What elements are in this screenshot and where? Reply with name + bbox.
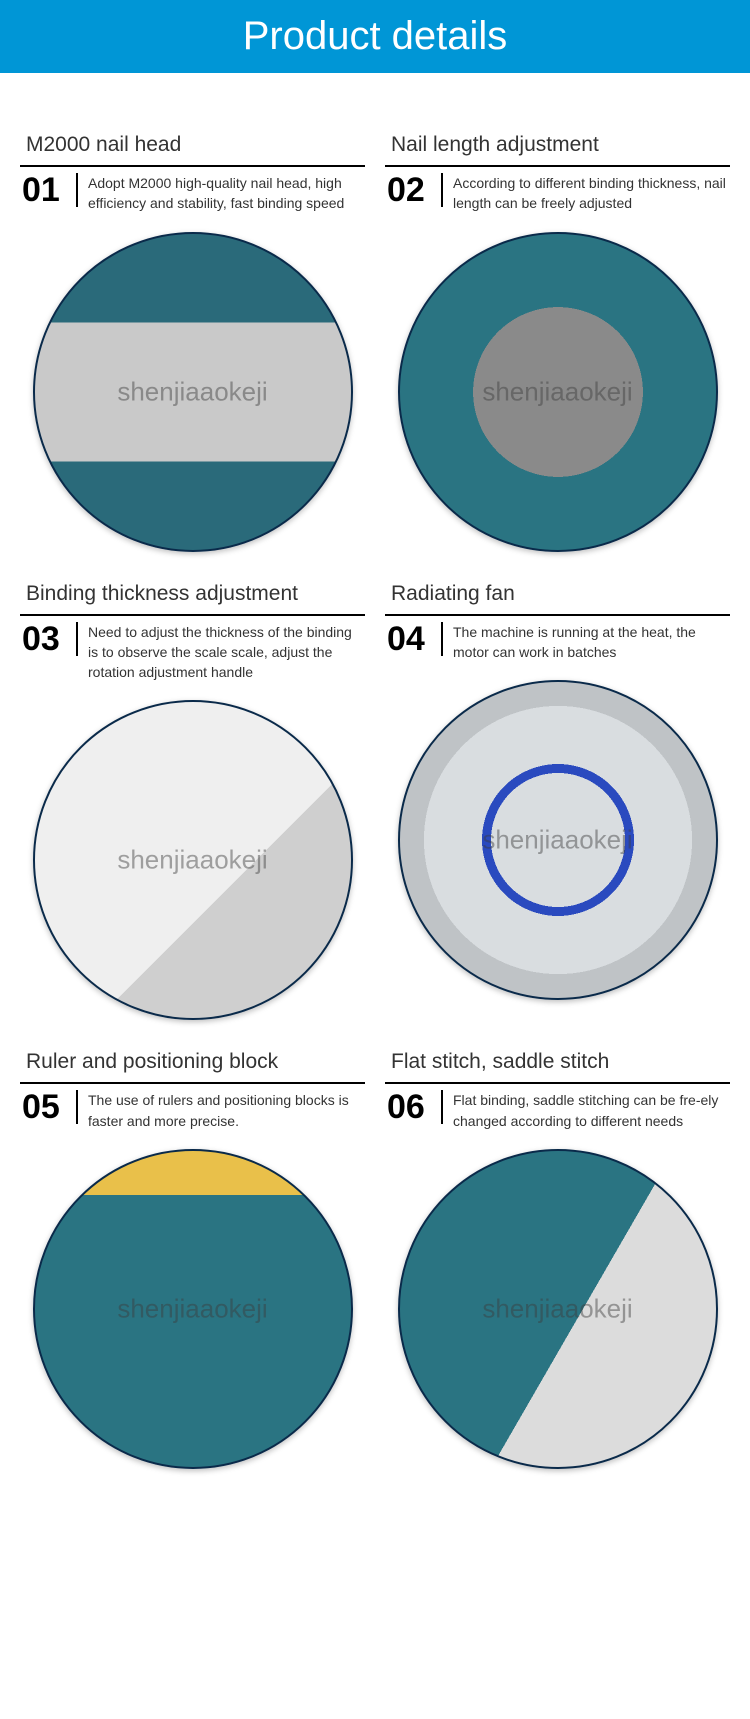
feature-image: shenjiaaokeji	[33, 700, 353, 1020]
feature-number: 05	[20, 1090, 78, 1124]
watermark: shenjiaaokeji	[117, 845, 267, 876]
feature-head: 05 The use of rulers and positioning blo…	[20, 1082, 365, 1131]
feature-title: Nail length adjustment	[385, 133, 730, 157]
feature-01: M2000 nail head 01 Adopt M2000 high-qual…	[20, 133, 365, 552]
feature-description: Adopt M2000 high-quality nail head, high…	[78, 173, 365, 214]
feature-image: shenjiaaokeji	[33, 1149, 353, 1469]
feature-image: shenjiaaokeji	[398, 1149, 718, 1469]
watermark: shenjiaaokeji	[117, 376, 267, 407]
feature-03: Binding thickness adjustment 03 Need to …	[20, 582, 365, 1021]
feature-title: Radiating fan	[385, 582, 730, 606]
feature-title: Ruler and positioning block	[20, 1050, 365, 1074]
feature-number: 06	[385, 1090, 443, 1124]
feature-description: According to different binding thickness…	[443, 173, 730, 214]
feature-head: 04 The machine is running at the heat, t…	[385, 614, 730, 663]
watermark: shenjiaaokeji	[482, 376, 632, 407]
feature-number: 02	[385, 173, 443, 207]
feature-05: Ruler and positioning block 05 The use o…	[20, 1050, 365, 1469]
feature-06: Flat stitch, saddle stitch 06 Flat bindi…	[385, 1050, 730, 1469]
header-banner: Product details	[0, 0, 750, 73]
feature-image: shenjiaaokeji	[398, 680, 718, 1000]
feature-title: M2000 nail head	[20, 133, 365, 157]
header-title: Product details	[243, 14, 508, 58]
feature-image: shenjiaaokeji	[398, 232, 718, 552]
feature-image: shenjiaaokeji	[33, 232, 353, 552]
feature-number: 04	[385, 622, 443, 656]
watermark: shenjiaaokeji	[482, 825, 632, 856]
feature-number: 03	[20, 622, 78, 656]
feature-description: The machine is running at the heat, the …	[443, 622, 730, 663]
watermark: shenjiaaokeji	[117, 1294, 267, 1325]
feature-title: Binding thickness adjustment	[20, 582, 365, 606]
feature-04: Radiating fan 04 The machine is running …	[385, 582, 730, 1021]
feature-title: Flat stitch, saddle stitch	[385, 1050, 730, 1074]
feature-head: 02 According to different binding thickn…	[385, 165, 730, 214]
feature-head: 01 Adopt M2000 high-quality nail head, h…	[20, 165, 365, 214]
feature-head: 03 Need to adjust the thickness of the b…	[20, 614, 365, 683]
feature-number: 01	[20, 173, 78, 207]
feature-head: 06 Flat binding, saddle stitching can be…	[385, 1082, 730, 1131]
feature-description: Flat binding, saddle stitching can be fr…	[443, 1090, 730, 1131]
feature-02: Nail length adjustment 02 According to d…	[385, 133, 730, 552]
feature-description: The use of rulers and positioning blocks…	[78, 1090, 365, 1131]
watermark: shenjiaaokeji	[482, 1294, 632, 1325]
features-grid: M2000 nail head 01 Adopt M2000 high-qual…	[0, 73, 750, 1499]
feature-description: Need to adjust the thickness of the bind…	[78, 622, 365, 683]
